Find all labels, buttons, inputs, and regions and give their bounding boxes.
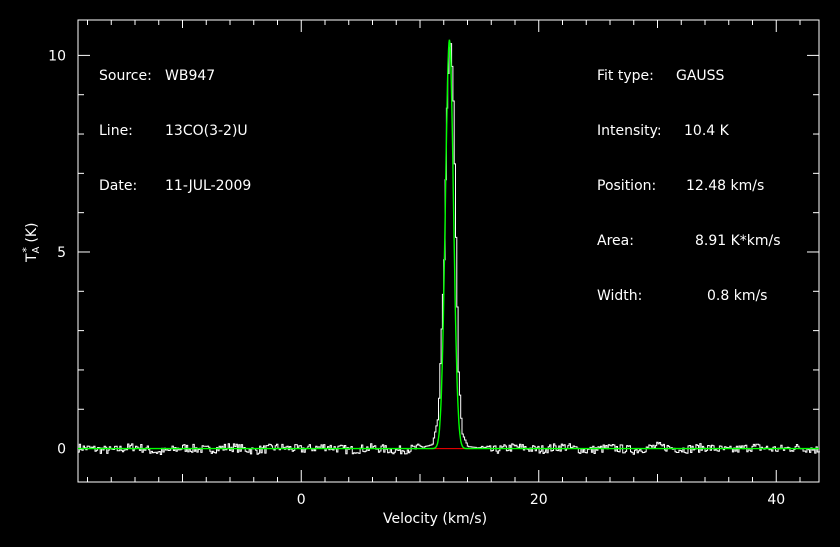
y-tick-label: 5	[57, 245, 66, 261]
y-axis-label-sup: *	[20, 247, 33, 253]
width-value: 0.8 km/s	[707, 288, 768, 304]
date-label: Date:	[99, 178, 138, 194]
axis-ticks	[78, 20, 819, 482]
axis-tick-labels: 0 20 40 0 5 10	[48, 48, 785, 508]
line-label: Line:	[99, 123, 133, 139]
source-label: Source:	[99, 68, 152, 84]
x-tick-label: 20	[530, 492, 548, 508]
line-value: 13CO(3-2)U	[165, 123, 248, 139]
y-axis-label-main: T	[24, 253, 40, 262]
width-label: Width:	[597, 288, 643, 304]
y-axis-label: TA* (K)	[20, 223, 42, 262]
series-layer	[78, 39, 820, 455]
fit-type-value: GAUSS	[676, 68, 725, 84]
date-value: 11-JUL-2009	[165, 178, 252, 194]
y-tick-label: 0	[57, 442, 66, 458]
area-label: Area:	[597, 233, 634, 249]
intensity-value: 10.4 K	[684, 123, 729, 139]
intensity-label: Intensity:	[597, 123, 662, 139]
x-tick-label: 0	[297, 492, 306, 508]
y-axis-label-unit: (K)	[24, 222, 40, 243]
x-tick-label: 40	[767, 492, 785, 508]
fit-type-label: Fit type:	[597, 68, 654, 84]
position-value: 12.48 km/s	[686, 178, 765, 194]
observed-spectrum-line	[78, 43, 820, 455]
plot-frame	[77, 19, 820, 483]
header-right: Fit type: GAUSS Intensity: 10.4 K Position…	[597, 36, 781, 320]
position-label: Position:	[597, 178, 657, 194]
source-value: WB947	[165, 68, 216, 84]
header-left: Source: WB947 Line: 13CO(3-2)U Date: 11-JUL…	[99, 36, 251, 210]
x-axis-label: Velocity (km/s)	[383, 511, 488, 527]
gaussian-fit-line	[78, 39, 819, 450]
area-value: 8.91 K*km/s	[695, 233, 781, 249]
y-tick-label: 10	[48, 48, 66, 64]
